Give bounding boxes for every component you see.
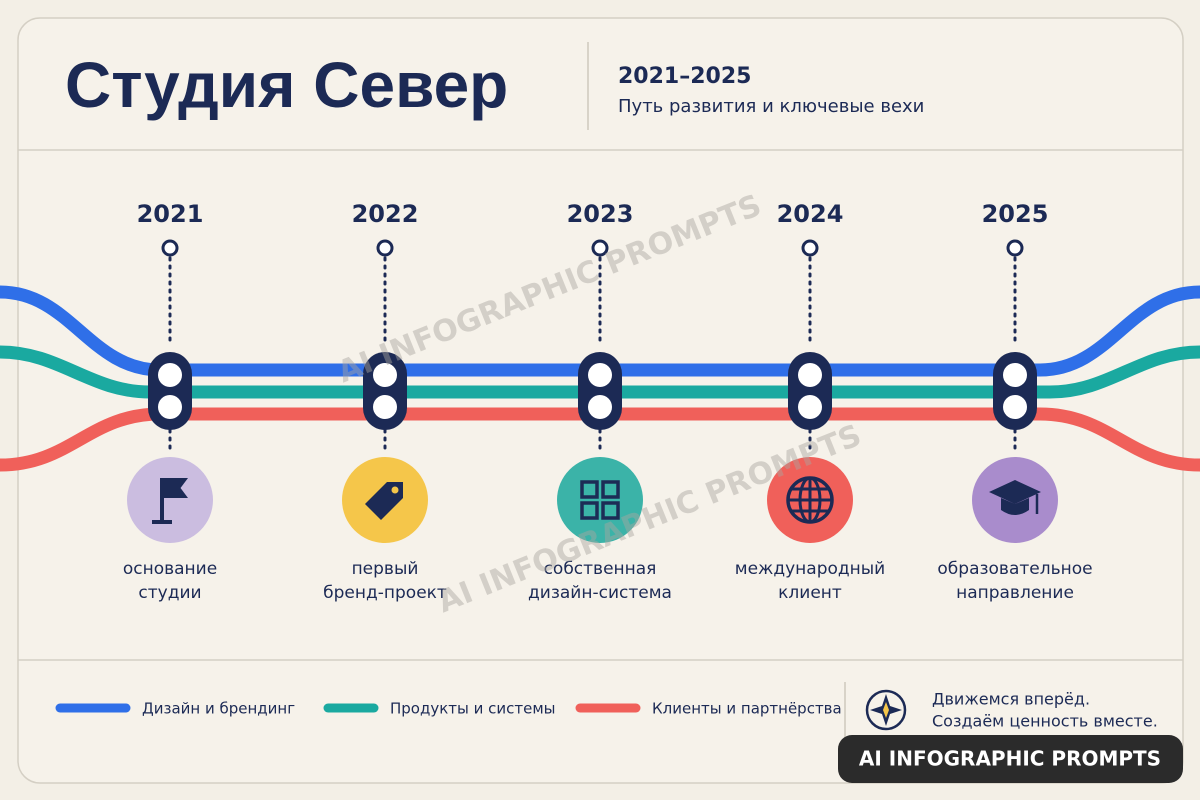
station-ring xyxy=(1003,395,1027,419)
marker-dot xyxy=(591,239,609,257)
milestone-label: первый xyxy=(352,559,419,579)
station-ring xyxy=(588,363,612,387)
milestone-label: международный xyxy=(735,559,885,579)
milestone-label: дизайн-система xyxy=(528,583,672,603)
icon-shape xyxy=(601,501,620,520)
title: Студия Север xyxy=(65,49,508,121)
milestone-year: 2024 xyxy=(777,200,844,228)
milestone-label: основание xyxy=(123,559,217,579)
station-ring xyxy=(373,363,397,387)
station-ring xyxy=(588,395,612,419)
station-ring xyxy=(1003,363,1027,387)
station-ring xyxy=(373,395,397,419)
station-ring xyxy=(158,363,182,387)
milestone-year: 2025 xyxy=(982,200,1049,228)
icon xyxy=(152,478,188,524)
badge xyxy=(838,735,1183,783)
marker-dot xyxy=(801,239,819,257)
icon-shape xyxy=(580,480,599,499)
legend-label: Дизайн и брендинг xyxy=(142,700,295,718)
milestone-label: клиент xyxy=(778,583,842,603)
milestone-year: 2021 xyxy=(137,200,204,228)
icon-circle xyxy=(557,457,643,543)
legend-label: Продукты и системы xyxy=(390,700,556,718)
icon-shape xyxy=(989,480,1041,515)
icon xyxy=(580,480,620,520)
milestones: 2021 основание студии 2022 первый бренд-проек… xyxy=(123,200,1093,603)
subtitle: Путь развития и ключевые вехи xyxy=(618,96,924,117)
compass-icon xyxy=(865,689,907,731)
icon-shape xyxy=(601,480,620,499)
motto-line: Движемся вперёд. xyxy=(932,690,1090,709)
milestone: 2024 международный клиент xyxy=(735,200,885,603)
milestone: 2022 первый бренд-проект xyxy=(323,200,447,603)
icon xyxy=(989,480,1041,515)
legend-label: Клиенты и партнёрства xyxy=(652,700,842,718)
milestone-label: образовательное xyxy=(937,559,1092,579)
icon-circle xyxy=(127,457,213,543)
icon xyxy=(786,476,834,524)
station-ring xyxy=(158,395,182,419)
milestone-label: студии xyxy=(138,583,201,603)
milestone-year: 2022 xyxy=(352,200,419,228)
milestone: 2021 основание студии xyxy=(123,200,217,603)
milestone: 2023 собственная дизайн-система xyxy=(528,200,672,603)
marker-dot xyxy=(376,239,394,257)
years: 2021–2025 xyxy=(618,64,751,89)
icon xyxy=(365,482,403,520)
icon-shape xyxy=(152,478,188,524)
motto-line: Создаём ценность вместе. xyxy=(932,712,1158,731)
station-ring xyxy=(798,363,822,387)
milestone-label: собственная xyxy=(544,559,657,579)
station-ring xyxy=(798,395,822,419)
marker-dot xyxy=(161,239,179,257)
icon-shape xyxy=(788,478,832,522)
milestone-label: бренд-проект xyxy=(323,583,447,603)
icon-shape xyxy=(391,486,399,494)
badge-text: AI INFOGRAPHIC PROMPTS xyxy=(859,747,1161,771)
milestone-year: 2023 xyxy=(567,200,634,228)
milestone: 2025 образовательное направление xyxy=(937,200,1092,603)
marker-dot xyxy=(1006,239,1024,257)
milestone-label: направление xyxy=(956,583,1074,603)
icon-shape xyxy=(580,501,599,520)
